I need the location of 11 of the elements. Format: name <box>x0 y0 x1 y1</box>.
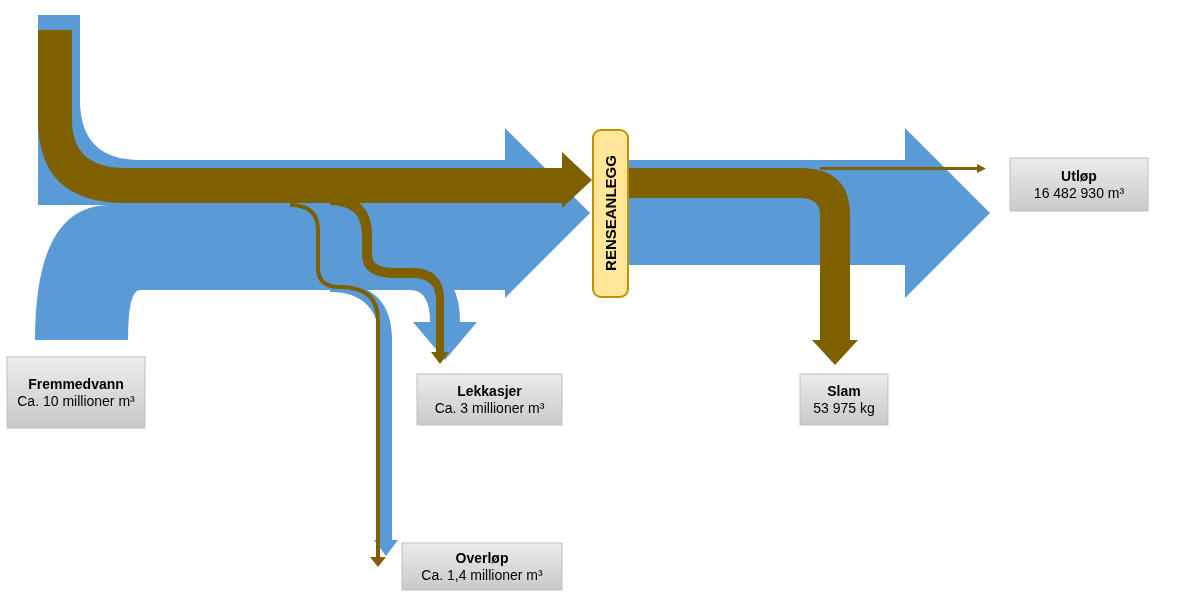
category-label: Overløp <box>455 550 509 566</box>
text: RENSEANLEGG <box>602 155 619 271</box>
category-label: Utløp <box>1061 168 1097 184</box>
category-label: Fremmedvann <box>28 376 124 392</box>
data-label: Ca. 10 millioner m³ <box>17 393 136 409</box>
data-label: 16 482 930 m³ <box>1033 185 1125 201</box>
data-label: Ca. 1,4 millioner m³ <box>421 567 544 583</box>
category-label: Lekkasjer <box>457 383 523 399</box>
data-label: Ca. 3 millioner m³ <box>434 400 545 416</box>
data-label: 53 975 kg <box>813 400 875 416</box>
category-label: Slam <box>827 383 861 399</box>
